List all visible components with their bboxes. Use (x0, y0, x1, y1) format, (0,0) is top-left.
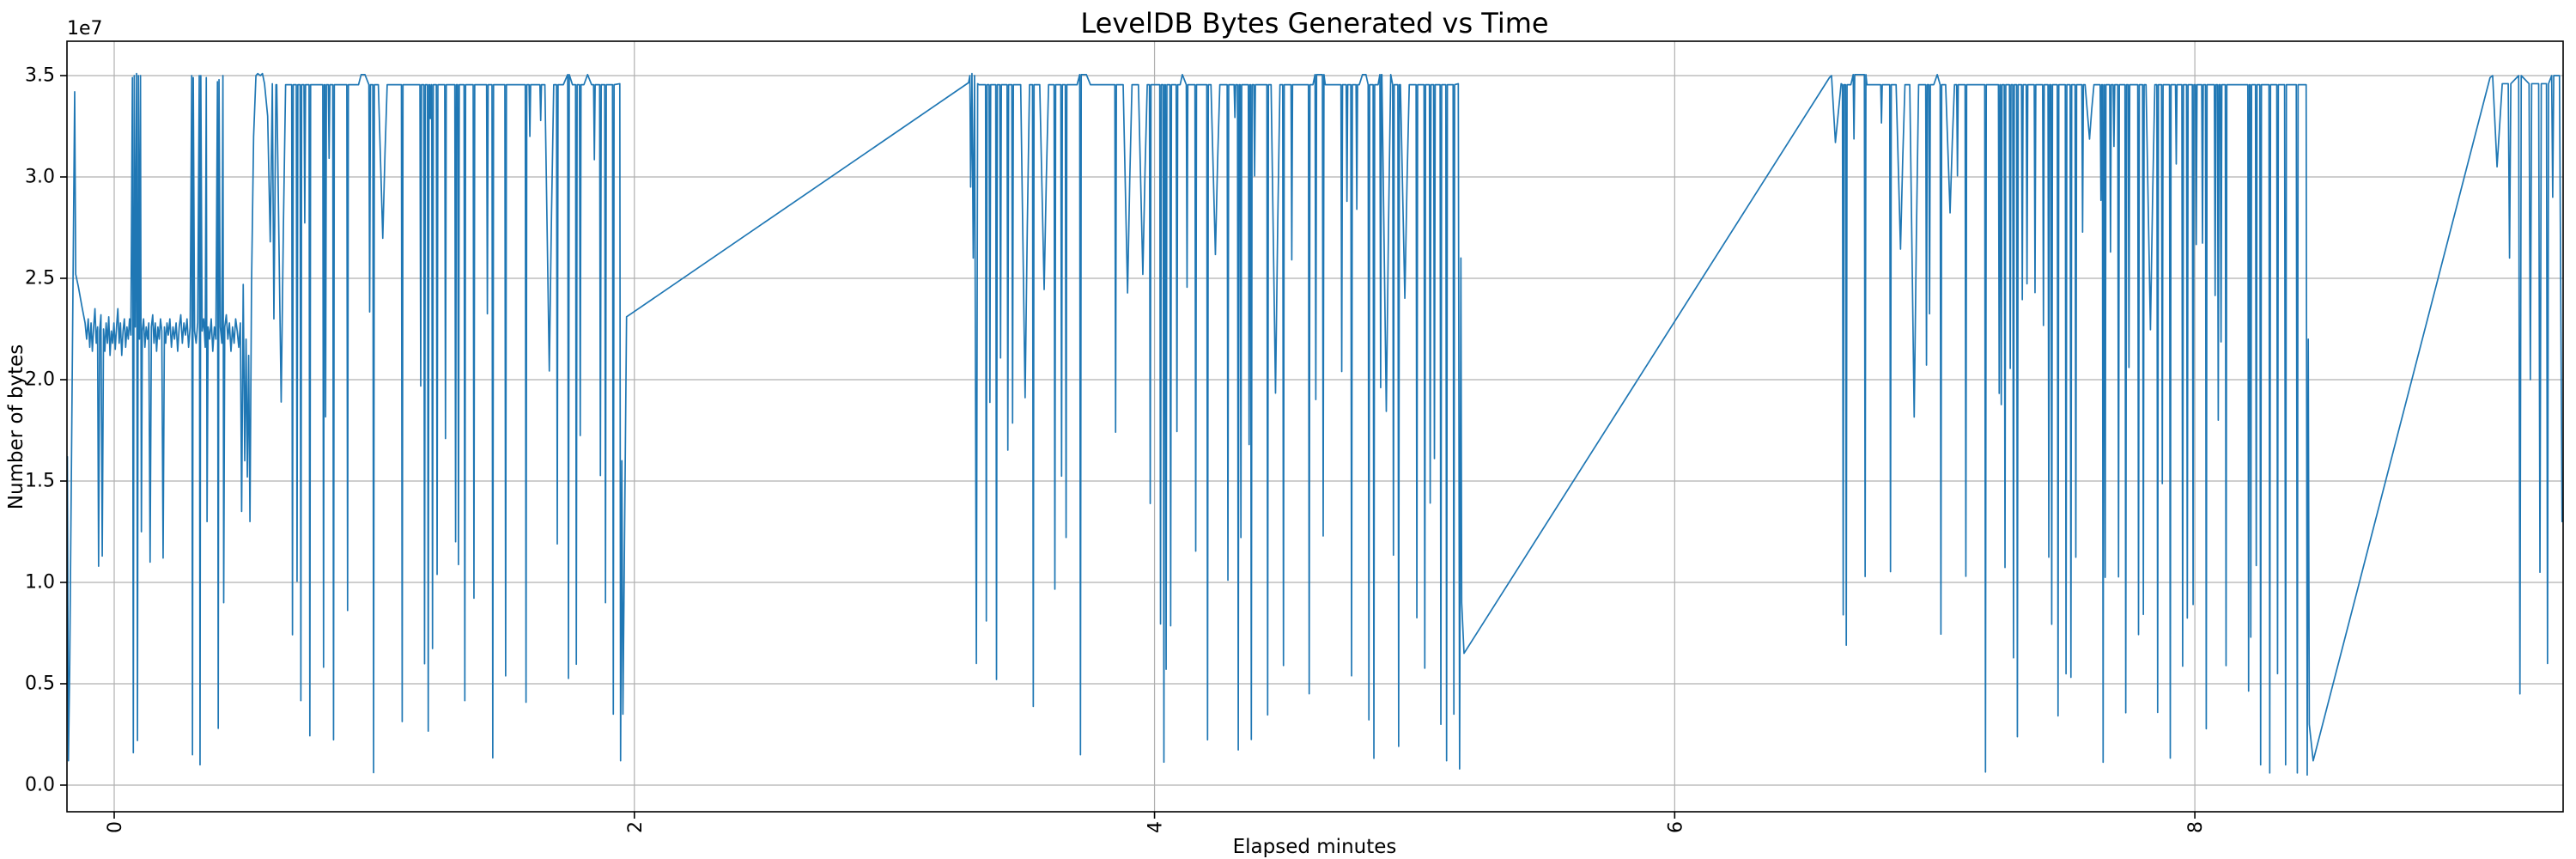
y-axis-label: Number of bytes (5, 344, 27, 510)
y-tick-label: 0.0 (25, 774, 55, 795)
x-axis-label: Elapsed minutes (1233, 836, 1397, 858)
y-axis-offset-multiplier: 1e7 (67, 18, 103, 40)
chart-title: LevelDB Bytes Generated vs Time (1080, 7, 1548, 40)
x-tick-label: 2 (625, 821, 647, 833)
y-tick-label: 3.0 (25, 166, 55, 187)
y-tick-label: 1.0 (25, 571, 55, 593)
data-series-line (66, 72, 2563, 777)
x-tick-label: 8 (2185, 821, 2207, 833)
y-tick-label: 2.5 (25, 267, 55, 289)
y-tick-label: 2.0 (25, 369, 55, 390)
tick-marks (60, 75, 2196, 819)
x-tick-label: 6 (1665, 821, 1686, 833)
x-tick-label: 0 (105, 821, 126, 833)
plot-area-border (66, 40, 2564, 813)
y-tick-label: 0.5 (25, 673, 55, 694)
y-tick-label: 3.5 (25, 65, 55, 87)
tick-labels: 0 2 4 6 8 0.0 0.5 1.0 1.5 2.0 2.5 3.0 3.5 (25, 65, 2207, 833)
x-tick-label: 4 (1145, 821, 1167, 833)
y-tick-label: 1.5 (25, 470, 55, 491)
